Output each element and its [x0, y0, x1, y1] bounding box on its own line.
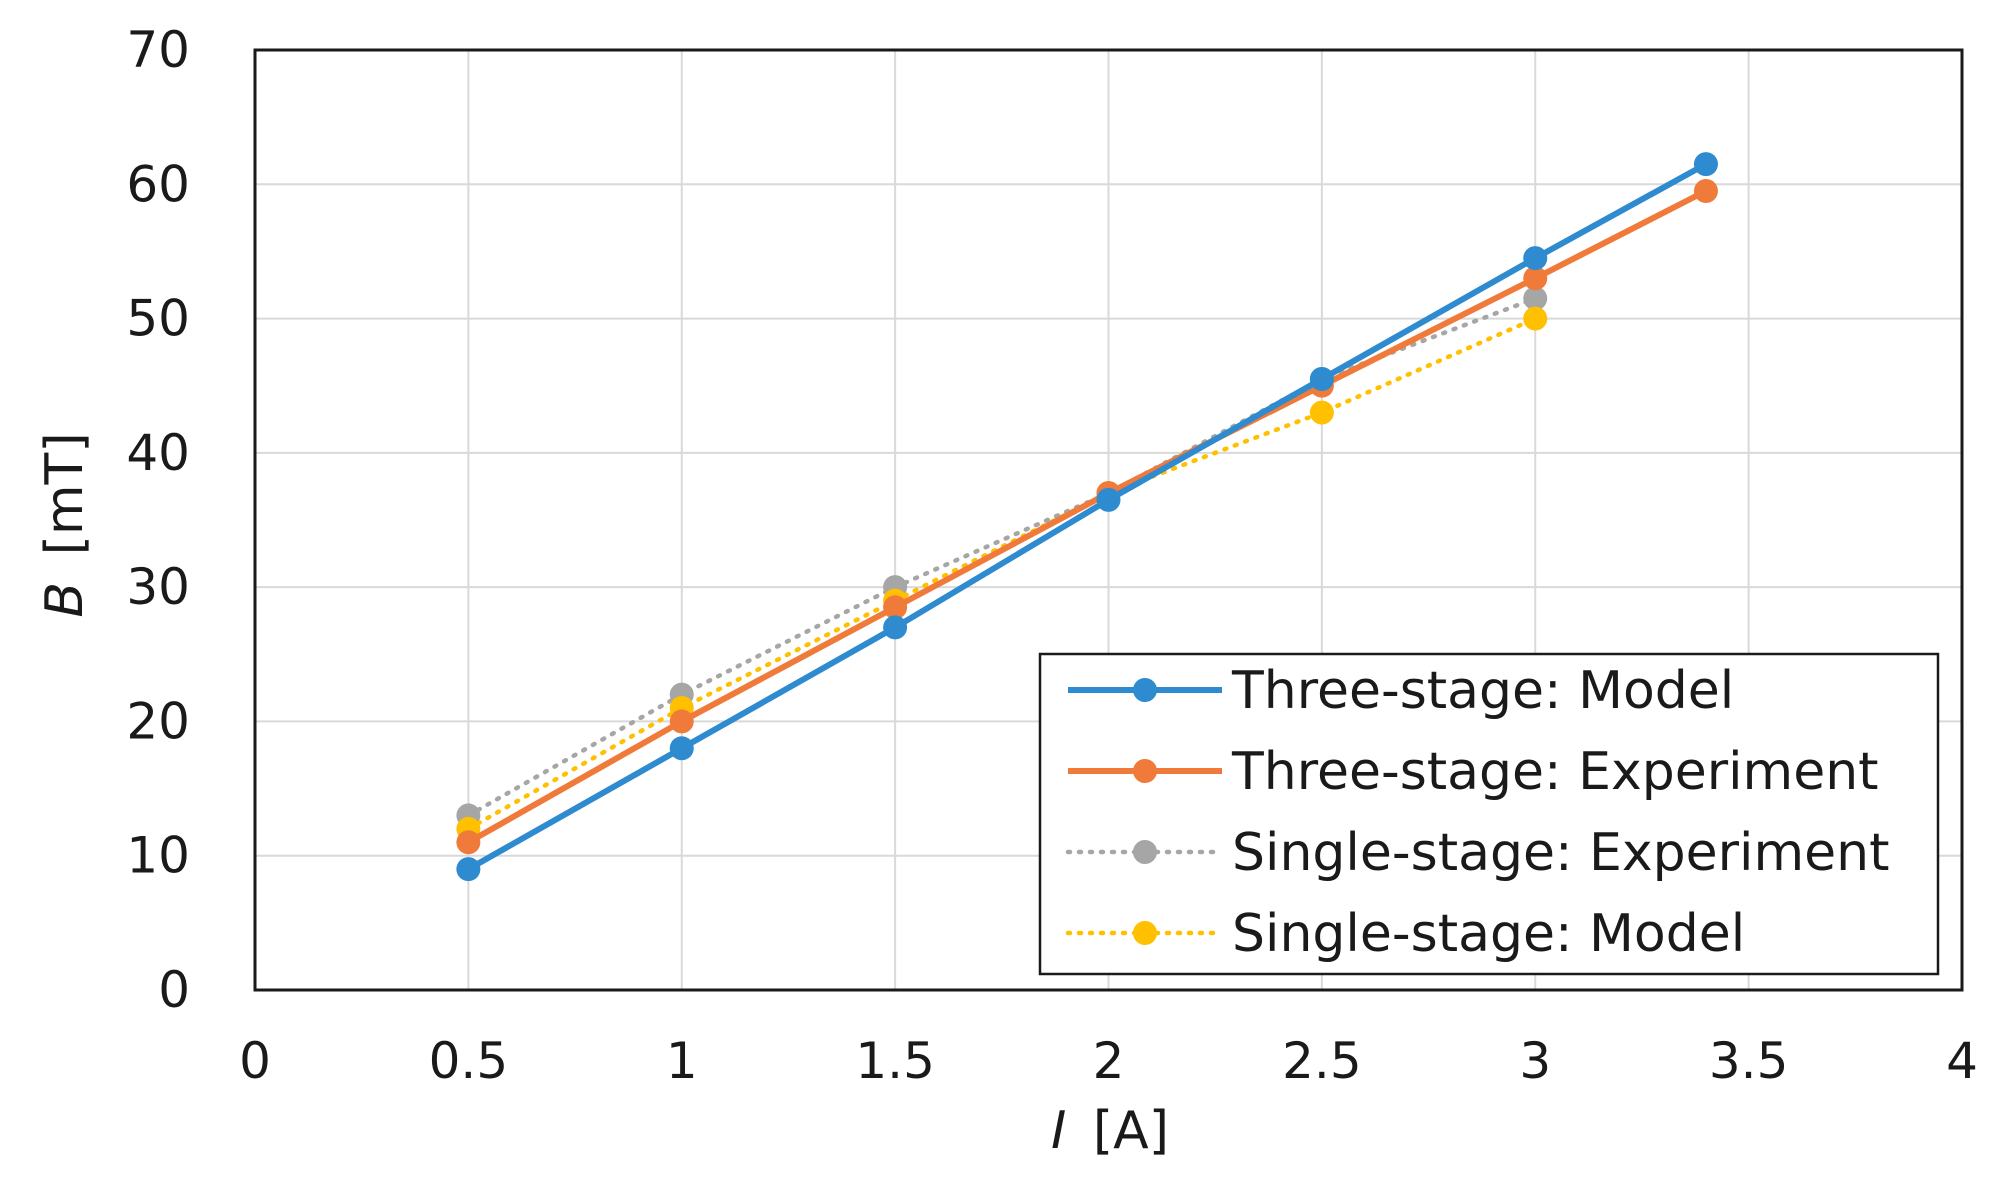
- x-tick-label-4: 2: [1093, 1032, 1125, 1090]
- y-tick-label-5: 50: [126, 290, 190, 348]
- x-tick-label-8: 4: [1946, 1032, 1978, 1090]
- legend-label-0: Three-stage: Model: [1231, 661, 1734, 721]
- y-tick-label-3: 30: [126, 558, 190, 616]
- series-1-point-5: [1523, 266, 1548, 291]
- x-axis-label-var: I: [1051, 1101, 1066, 1161]
- y-axis-ticks: 0 10 20 30 40 50 60 70: [126, 21, 190, 1019]
- x-tick-label-7: 3.5: [1709, 1032, 1789, 1090]
- series-0-point-3: [1096, 487, 1121, 512]
- y-tick-label-6: 60: [126, 155, 190, 213]
- series-1-point-2: [883, 595, 908, 620]
- y-tick-label-0: 0: [158, 961, 190, 1019]
- y-tick-label-4: 40: [126, 424, 190, 482]
- series-0-point-0: [456, 857, 481, 882]
- x-tick-label-0: 0: [239, 1032, 271, 1090]
- series-0-point-6: [1693, 152, 1718, 177]
- y-tick-label-2: 20: [126, 692, 190, 750]
- y-tick-label-1: 10: [126, 827, 190, 885]
- y-axis-label: B [mT]: [35, 432, 95, 617]
- series-0-point-5: [1523, 246, 1548, 271]
- x-tick-label-2: 1: [666, 1032, 698, 1090]
- y-axis-label-unit: [mT]: [35, 432, 95, 555]
- legend-marker-1: [1133, 759, 1157, 783]
- x-tick-label-3: 1.5: [855, 1032, 935, 1090]
- series-0-point-1: [669, 736, 694, 761]
- legend-label-3: Single-stage: Model: [1232, 904, 1745, 964]
- y-tick-label-7: 70: [126, 21, 190, 79]
- series-0: [456, 152, 1718, 882]
- legend-marker-3: [1133, 921, 1157, 945]
- legend-marker-0: [1133, 678, 1157, 702]
- series-1-point-1: [669, 709, 694, 734]
- plot-area-frame: [253, 48, 1964, 992]
- legend-box: [1038, 652, 1940, 976]
- series-2-point-5: [1523, 286, 1548, 311]
- legend-items: Three-stage: Model Three-stage: Experimen…: [1065, 661, 1889, 964]
- x-tick-label-1: 0.5: [429, 1032, 509, 1090]
- x-axis-label-unit: [A]: [1093, 1101, 1169, 1161]
- series-1-point-6: [1693, 179, 1718, 203]
- x-axis-ticks: 0 0.5 1 1.5 2 2.5 3 3.5 4: [239, 1032, 1978, 1090]
- series-0-point-4: [1309, 367, 1334, 391]
- x-tick-label-6: 3: [1519, 1032, 1551, 1090]
- series-1-point-0: [456, 830, 481, 855]
- x-axis-label: I [A]: [1051, 1101, 1169, 1161]
- series-0-point-2: [883, 615, 908, 640]
- series-layer: [456, 152, 1718, 882]
- y-axis-label-var: B: [35, 582, 95, 618]
- x-tick-label-5: 2.5: [1282, 1032, 1362, 1090]
- series-3-point-5: [1523, 306, 1548, 331]
- legend-label-2: Single-stage: Experiment: [1232, 823, 1889, 883]
- legend-label-1: Three-stage: Experiment: [1231, 742, 1879, 802]
- legend: Three-stage: Model Three-stage: Experimen…: [1038, 652, 1940, 976]
- legend-marker-2: [1133, 840, 1157, 864]
- series-3-point-4: [1309, 400, 1334, 425]
